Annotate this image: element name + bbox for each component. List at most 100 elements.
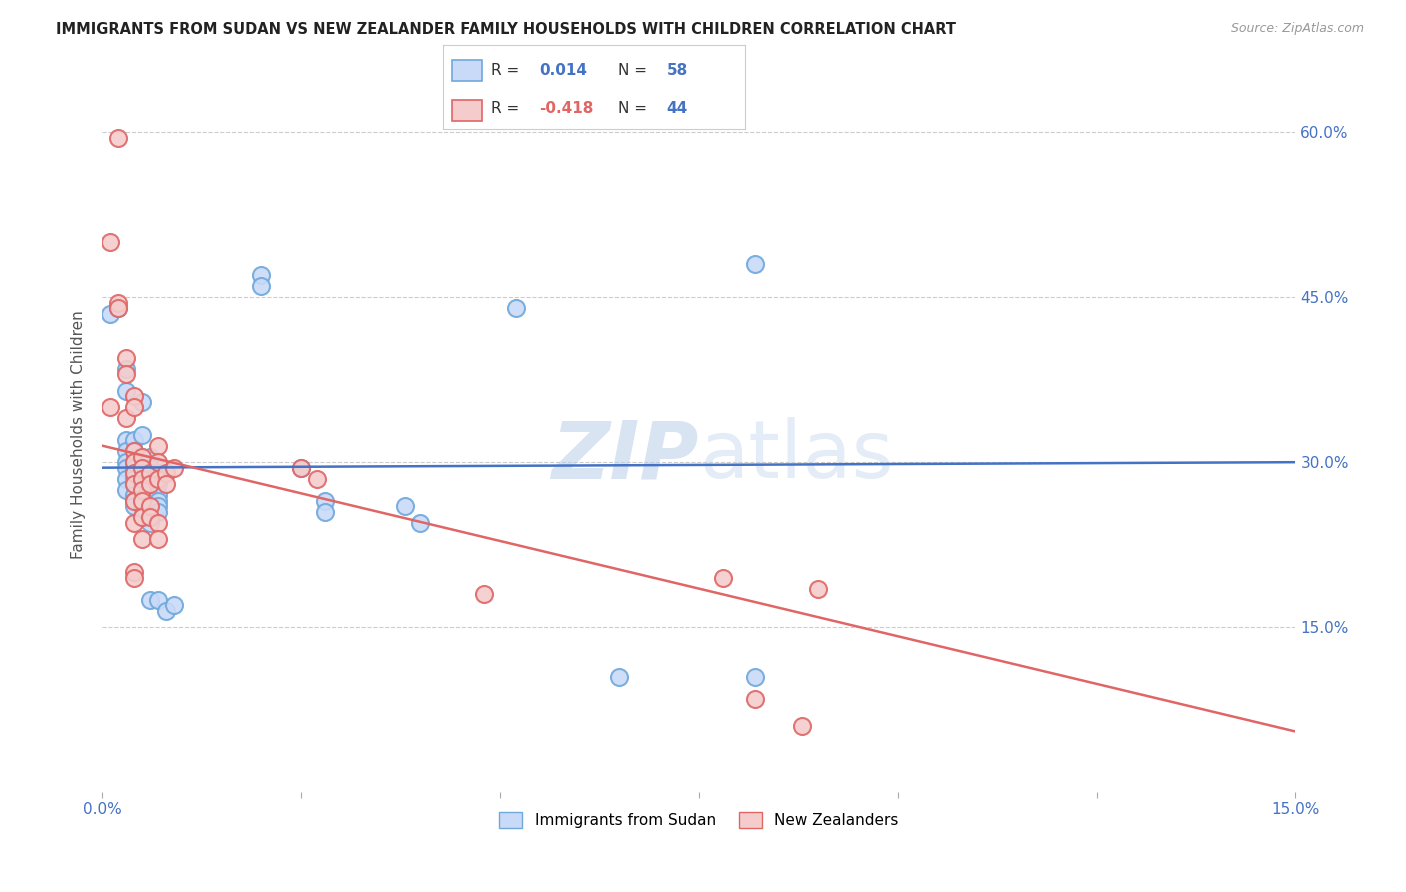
Point [139,499,162,513]
Point [305,472,328,486]
Point [122,477,145,491]
Point [139,516,162,530]
Point [115,351,138,365]
Point [122,466,145,480]
Point [155,604,177,618]
Point [146,499,169,513]
Point [115,483,138,497]
Point [472,587,495,601]
Point [107,295,129,310]
Point [131,493,153,508]
Point [131,488,153,502]
Point [131,394,153,409]
Point [122,455,145,469]
Point [131,460,153,475]
Point [139,472,162,486]
Point [122,493,145,508]
Text: atlas: atlas [699,417,893,495]
Point [711,571,734,585]
Point [163,598,186,612]
Point [139,477,162,491]
Point [131,510,153,524]
Text: -0.418: -0.418 [540,101,593,116]
Point [122,571,145,585]
Point [146,592,169,607]
Point [394,499,416,513]
Point [146,488,169,502]
Point [107,301,129,316]
Point [131,427,153,442]
Point [115,460,138,475]
Point [131,477,153,491]
Point [146,532,169,546]
Text: 0.014: 0.014 [540,62,588,78]
Point [122,433,145,447]
Point [409,516,432,530]
Point [314,493,336,508]
Point [115,444,138,458]
Point [122,488,145,502]
Text: N =: N = [619,62,652,78]
Point [505,301,527,316]
Point [115,455,138,469]
Legend: Immigrants from Sudan, New Zealanders: Immigrants from Sudan, New Zealanders [494,806,904,834]
Point [146,505,169,519]
Point [131,460,153,475]
Point [139,592,162,607]
Point [122,444,145,458]
Text: 58: 58 [666,62,688,78]
Text: R =: R = [491,62,524,78]
Y-axis label: Family Households with Children: Family Households with Children [72,310,86,559]
Point [115,368,138,382]
Point [122,565,145,579]
Point [290,460,312,475]
Point [155,466,177,480]
Text: Source: ZipAtlas.com: Source: ZipAtlas.com [1230,22,1364,36]
Point [131,472,153,486]
Point [146,472,169,486]
Text: R =: R = [491,101,524,116]
Point [131,472,153,486]
Point [250,279,273,293]
Point [115,384,138,398]
Text: N =: N = [619,101,652,116]
Point [122,460,145,475]
Point [163,460,186,475]
Point [607,669,630,683]
Point [122,401,145,415]
Point [98,235,121,250]
Point [115,361,138,376]
Point [98,307,121,321]
Point [131,483,153,497]
Point [115,433,138,447]
Point [107,301,129,316]
Point [807,582,830,596]
Point [146,516,169,530]
Point [146,493,169,508]
Point [139,450,162,464]
Point [792,719,814,733]
Point [122,499,145,513]
Point [139,483,162,497]
FancyBboxPatch shape [451,100,482,120]
Point [122,455,145,469]
Point [139,510,162,524]
Point [146,439,169,453]
Point [131,450,153,464]
Point [146,466,169,480]
Text: IMMIGRANTS FROM SUDAN VS NEW ZEALANDER FAMILY HOUSEHOLDS WITH CHILDREN CORRELATI: IMMIGRANTS FROM SUDAN VS NEW ZEALANDER F… [56,22,956,37]
Point [139,499,162,513]
Point [146,477,169,491]
Text: ZIP: ZIP [551,417,699,495]
Point [139,510,162,524]
Point [122,477,145,491]
Point [131,510,153,524]
Text: 44: 44 [666,101,688,116]
Point [98,401,121,415]
Point [139,466,162,480]
Point [107,131,129,145]
Point [139,460,162,475]
Point [122,444,145,458]
Point [155,477,177,491]
Point [131,450,153,464]
